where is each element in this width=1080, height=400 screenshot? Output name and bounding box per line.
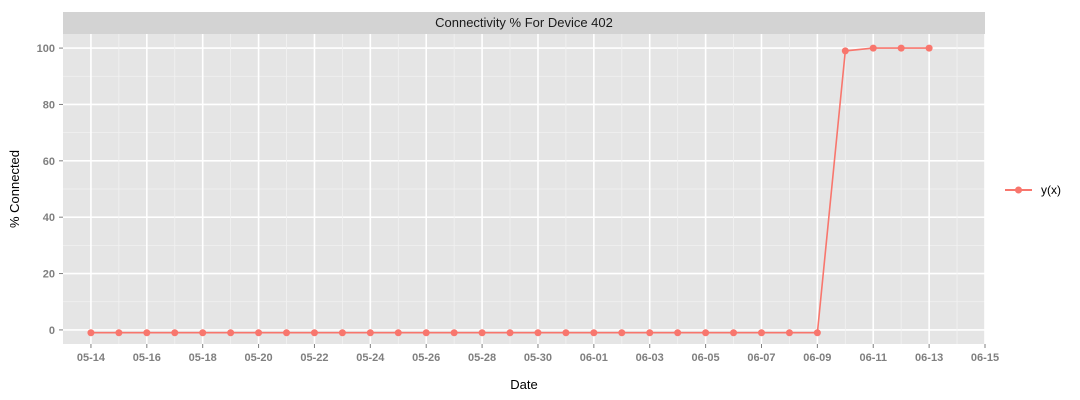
data-point	[674, 329, 682, 337]
strip-background	[63, 12, 985, 34]
y-tick-label: 100	[37, 43, 55, 55]
data-point	[813, 329, 821, 337]
data-point	[785, 329, 793, 337]
data-point	[506, 329, 514, 337]
grid-lines	[63, 34, 986, 344]
x-tick-label: 06-11	[859, 352, 887, 364]
data-point	[757, 329, 765, 337]
chart-title: Connectivity % For Device 402	[435, 15, 613, 30]
legend-label: y(x)	[1041, 183, 1061, 197]
x-tick-label: 06-15	[971, 352, 999, 364]
x-tick-label: 05-28	[468, 352, 496, 364]
data-point	[366, 329, 374, 337]
series-layer	[87, 44, 933, 337]
data-point	[283, 329, 291, 337]
data-point	[227, 329, 235, 337]
y-tick-label: 0	[49, 325, 55, 337]
y-tick-label: 20	[43, 269, 55, 281]
data-point	[562, 329, 570, 337]
data-point	[730, 329, 738, 337]
x-tick-label: 05-26	[412, 352, 440, 364]
data-point	[478, 329, 486, 337]
x-tick-label: 06-05	[692, 352, 720, 364]
data-point	[394, 329, 402, 337]
data-point	[171, 329, 179, 337]
y-axis: 0 20 40 60 80 100	[37, 43, 63, 337]
x-axis: 05-14 05-16 05-18 05-20 05-22 05-24 05-26 05-28…	[77, 344, 999, 364]
data-point	[618, 329, 626, 337]
y-tick-label: 60	[43, 156, 55, 168]
y-tick-label: 40	[43, 212, 55, 224]
data-point	[450, 329, 458, 337]
data-point	[841, 47, 849, 55]
y-tick-label: 80	[43, 99, 55, 111]
x-tick-label: 05-20	[245, 352, 273, 364]
data-point	[925, 44, 933, 52]
data-point	[310, 329, 318, 337]
x-tick-label: 06-01	[580, 352, 608, 364]
data-point	[897, 44, 905, 52]
x-tick-label: 06-03	[636, 352, 664, 364]
x-axis-title: Date	[510, 377, 537, 392]
x-tick-label: 05-18	[189, 352, 217, 364]
x-tick-label: 06-09	[803, 352, 831, 364]
data-point	[422, 329, 430, 337]
data-point	[534, 329, 542, 337]
data-point	[338, 329, 346, 337]
x-tick-label: 06-13	[915, 352, 943, 364]
x-tick-label: 05-22	[300, 352, 328, 364]
x-tick-label: 05-24	[356, 352, 385, 364]
x-tick-label: 06-07	[747, 352, 775, 364]
data-point	[199, 329, 207, 337]
data-point	[590, 329, 598, 337]
data-point	[702, 329, 710, 337]
y-axis-title: % Connected	[7, 150, 22, 228]
x-tick-label: 05-16	[133, 352, 161, 364]
data-point	[115, 329, 123, 337]
x-tick-label: 05-14	[77, 352, 106, 364]
data-point	[646, 329, 654, 337]
legend-key-point	[1015, 186, 1022, 194]
data-point	[143, 329, 151, 337]
data-point	[87, 329, 95, 337]
x-tick-label: 05-30	[524, 352, 552, 364]
legend: y(x)	[1005, 183, 1061, 197]
data-point	[255, 329, 263, 337]
data-point	[869, 44, 877, 52]
